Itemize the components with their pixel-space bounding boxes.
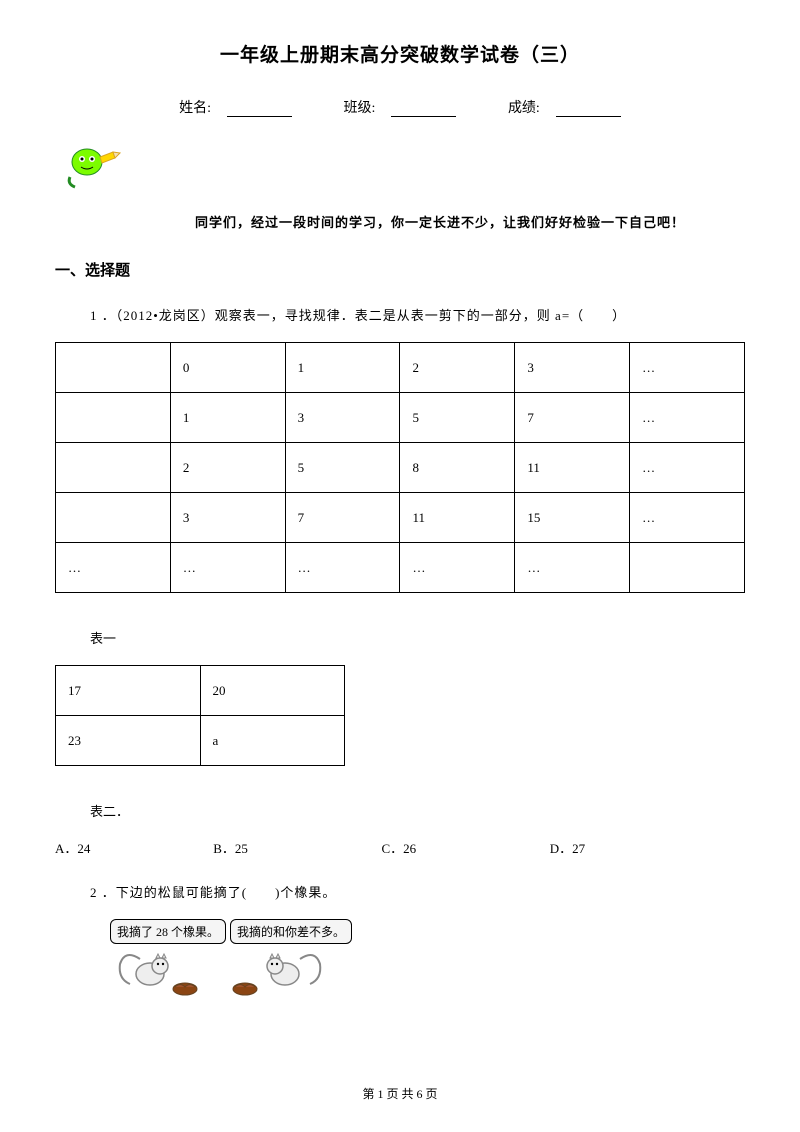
cell: 23: [56, 716, 201, 766]
cell: [56, 393, 171, 443]
class-blank[interactable]: [391, 103, 456, 117]
cell: 17: [56, 666, 201, 716]
cell: …: [170, 543, 285, 593]
score-label: 成绩:: [508, 101, 540, 116]
option-b[interactable]: B．25: [213, 838, 378, 857]
cell: [56, 443, 171, 493]
exam-title: 一年级上册期末高分突破数学试卷（三）: [55, 40, 745, 67]
squirrels-icon: [110, 944, 370, 999]
cell: …: [56, 543, 171, 593]
cell: 11: [515, 443, 630, 493]
cell: …: [630, 443, 745, 493]
cell: 5: [285, 443, 400, 493]
table-2-label: 表二．: [90, 801, 745, 820]
class-label: 班级:: [344, 101, 376, 116]
score-blank[interactable]: [556, 103, 621, 117]
table-row: 0 1 2 3 …: [56, 343, 745, 393]
cell: [56, 493, 171, 543]
cell: 7: [515, 393, 630, 443]
table-row: 17 20: [56, 666, 345, 716]
squirrel-illustration: 我摘了 28 个橡果。 我摘的和你差不多。: [110, 919, 745, 1004]
speech-bubble-1: 我摘了 28 个橡果。: [110, 919, 226, 944]
cell: …: [630, 343, 745, 393]
cell: …: [515, 543, 630, 593]
cell: [630, 543, 745, 593]
option-d[interactable]: D．27: [550, 838, 585, 857]
cell: 3: [515, 343, 630, 393]
name-blank[interactable]: [227, 103, 292, 117]
cell: 1: [285, 343, 400, 393]
speech-bubble-2: 我摘的和你差不多。: [230, 919, 352, 944]
cell: [56, 343, 171, 393]
cell: 3: [285, 393, 400, 443]
page-footer: 第 1 页 共 6 页: [0, 1085, 800, 1102]
cell: 2: [400, 343, 515, 393]
cell: 11: [400, 493, 515, 543]
table-row: 23 a: [56, 716, 345, 766]
pencil-icon: [65, 142, 745, 197]
table-1: 0 1 2 3 … 1 3 5 7 … 2 5 8 11 … 3 7 11 15…: [55, 342, 745, 593]
table-2: 17 20 23 a: [55, 665, 345, 766]
table-row: 2 5 8 11 …: [56, 443, 745, 493]
cell: 3: [170, 493, 285, 543]
cell: 8: [400, 443, 515, 493]
question-1-text: 1 ．（2012•龙岗区）观察表一，寻找规律．表二是从表一剪下的一部分，则 a=…: [90, 305, 745, 324]
question-2-text: 2 ．下边的松鼠可能摘了( )个橡果。: [90, 882, 745, 901]
student-info-row: 姓名: 班级: 成绩:: [55, 97, 745, 117]
name-label: 姓名:: [179, 101, 211, 116]
option-c[interactable]: C．26: [382, 838, 547, 857]
option-a[interactable]: A．24: [55, 838, 210, 857]
cell: 7: [285, 493, 400, 543]
cell: a: [200, 716, 345, 766]
cell: 20: [200, 666, 345, 716]
q1-options: A．24 B．25 C．26 D．27: [55, 838, 745, 857]
section-1-title: 一、选择题: [55, 259, 745, 280]
cell: 0: [170, 343, 285, 393]
table-row: 1 3 5 7 …: [56, 393, 745, 443]
encourage-text: 同学们，经过一段时间的学习，你一定长进不少，让我们好好检验一下自己吧！: [135, 212, 745, 231]
cell: 1: [170, 393, 285, 443]
cell: …: [630, 493, 745, 543]
cell: …: [630, 393, 745, 443]
table-1-label: 表一: [90, 628, 745, 647]
cell: …: [285, 543, 400, 593]
cell: 5: [400, 393, 515, 443]
table-row: … … … … …: [56, 543, 745, 593]
cell: 2: [170, 443, 285, 493]
cell: …: [400, 543, 515, 593]
table-row: 3 7 11 15 …: [56, 493, 745, 543]
cell: 15: [515, 493, 630, 543]
